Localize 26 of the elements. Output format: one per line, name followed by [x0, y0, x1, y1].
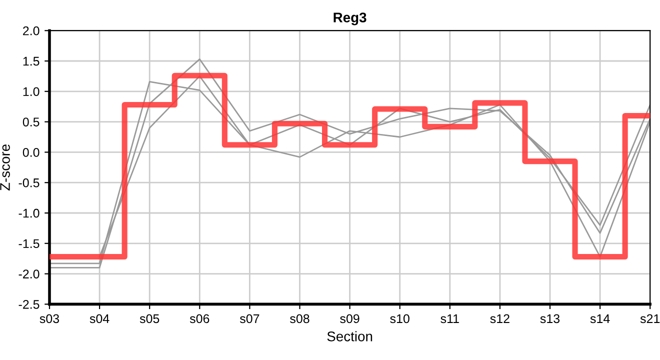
- x-tick-label: s11: [440, 314, 459, 324]
- x-tick-label: s12: [490, 314, 510, 324]
- y-tick-label: -2.0: [18, 270, 40, 278]
- x-tick-label: s06: [190, 314, 210, 324]
- x-tick-label: s10: [390, 314, 410, 324]
- y-tick-label: 2.0: [23, 26, 40, 36]
- x-tick-label: s08: [290, 314, 310, 324]
- y-tick-label: 1.5: [23, 56, 40, 66]
- y-tick-label: 0.5: [22, 118, 40, 126]
- y-tick-label: 1.0: [23, 87, 40, 96]
- y-tick-label: 0.0: [22, 148, 40, 157]
- y-tick-label: -2.5: [18, 300, 40, 309]
- x-tick-label: s05: [140, 314, 160, 324]
- x-tick-label: s13: [540, 314, 560, 324]
- y-tick-label: -0.5: [18, 178, 40, 188]
- x-axis-title: Section: [327, 331, 372, 342]
- x-tick-label: s03: [40, 314, 60, 324]
- chart-title: Reg3: [334, 12, 366, 26]
- y-tick-label: -1.5: [18, 239, 40, 248]
- x-tick-label: s21: [640, 314, 660, 324]
- x-tick-label: s04: [90, 314, 110, 324]
- x-tick-label: s14: [590, 314, 610, 324]
- x-tick-label: s09: [340, 314, 360, 324]
- y-axis-title: Z-score: [0, 144, 10, 190]
- x-tick-label: s07: [240, 314, 260, 324]
- y-tick-label: -1.0: [18, 208, 40, 218]
